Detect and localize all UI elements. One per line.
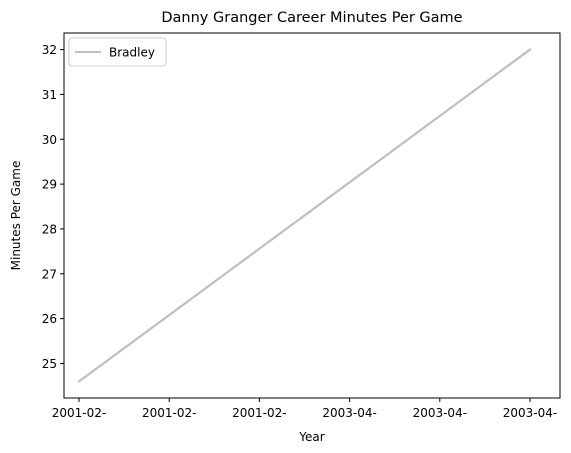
y-tick-label: 25 [42, 357, 57, 371]
x-tick-label: 2003-04- [413, 406, 467, 420]
x-axis-label: Year [298, 430, 324, 444]
y-axis-label: Minutes Per Game [9, 161, 23, 271]
x-tick-label: 2003-04- [503, 406, 557, 420]
y-tick-label: 31 [42, 88, 57, 102]
x-tick-label: 2001-02- [232, 406, 286, 420]
series-line-bradley [77, 48, 532, 383]
legend-box [68, 37, 167, 67]
y-tick-label: 30 [42, 133, 57, 147]
legend-label-bradley: Bradley [109, 46, 155, 60]
x-tick-label: 2003-04- [322, 406, 376, 420]
chart-title: Danny Granger Career Minutes Per Game [161, 10, 462, 26]
plot-area [63, 32, 561, 399]
y-tick-label: 32 [42, 43, 57, 57]
axes-frame [63, 32, 561, 399]
x-tick-label: 2001-02- [52, 406, 106, 420]
series-layer [77, 48, 532, 383]
x-axis-ticks: 2001-02- 2001-02- 2001-02- 2003-04- 2003-04-… [52, 398, 557, 420]
y-tick-label: 28 [42, 222, 57, 236]
legend: Bradley [68, 37, 167, 67]
y-tick-label: 29 [42, 178, 57, 192]
y-tick-label: 27 [42, 267, 57, 281]
y-tick-label: 26 [42, 312, 57, 326]
x-tick-label: 2001-02- [142, 406, 196, 420]
y-axis-ticks: 25 26 27 28 29 30 31 32 [42, 43, 64, 371]
